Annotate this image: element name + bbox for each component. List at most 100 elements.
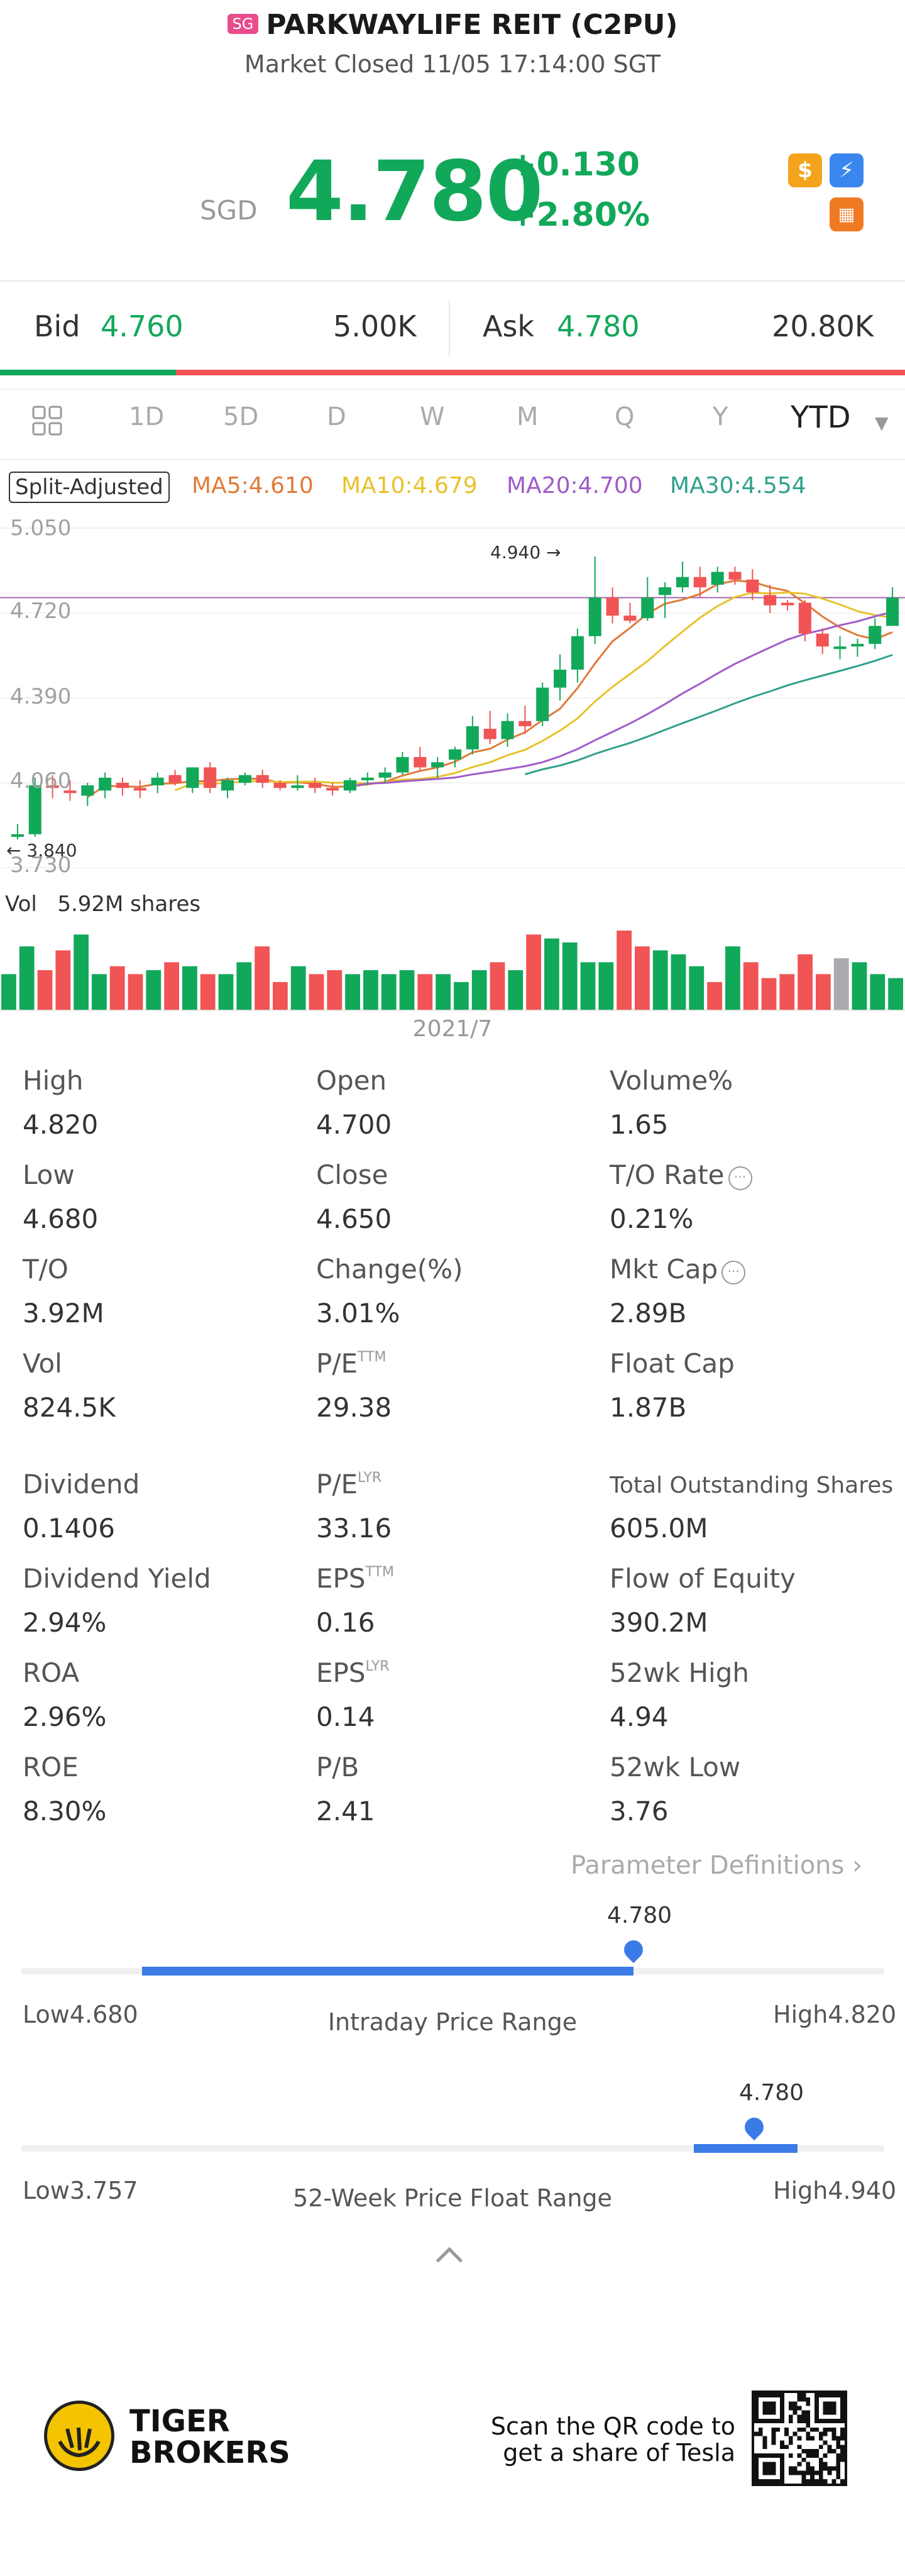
ma30-line (524, 654, 893, 775)
grid-icon[interactable] (31, 405, 63, 436)
stat-label: Dividend (23, 1469, 140, 1500)
stat-label: Dividend Yield (23, 1563, 211, 1594)
y-tick: 4.390 (10, 684, 72, 709)
y-tick: 4.720 (10, 599, 72, 624)
volume-bar (580, 962, 596, 1010)
parameter-definitions-link[interactable]: Parameter Definitions › (571, 1851, 863, 1880)
stat-value: 605.0M (610, 1513, 708, 1544)
volume-bar (833, 958, 849, 1010)
stat-value: 2.94% (23, 1607, 107, 1638)
volume-bar (363, 970, 378, 1010)
split-adjusted-toggle[interactable]: Split-Adjusted (9, 472, 170, 503)
stat-label: P/ELYR (316, 1469, 382, 1500)
volume-bar (92, 974, 107, 1010)
tab-ytd[interactable]: YTD (791, 400, 851, 435)
candle (361, 777, 374, 780)
candle (256, 775, 269, 783)
candle (396, 757, 409, 773)
stat-value: 4.680 (23, 1203, 99, 1234)
stat-label: EPSTTM (316, 1563, 395, 1594)
volume-bar (37, 970, 53, 1010)
tab-month[interactable]: M (517, 402, 539, 431)
candle (676, 577, 689, 588)
candle (46, 785, 59, 788)
last-price: 4.780 (286, 143, 544, 240)
bid-price: 4.760 (101, 309, 184, 343)
volume-bar (544, 938, 559, 1010)
bidask-separator (449, 301, 450, 356)
calculator-icon[interactable]: ▦ (830, 197, 864, 231)
candle (816, 633, 829, 647)
week52-title: 52-Week Price Float Range (293, 2184, 612, 2212)
qr-code[interactable] (752, 2391, 847, 2486)
tab-5d[interactable]: 5D (223, 402, 259, 431)
intraday-range-fill (142, 1967, 634, 1976)
divider (0, 389, 905, 390)
stat-value: 0.1406 (23, 1513, 115, 1544)
stat-label: High (23, 1065, 84, 1096)
stat-label: T/O (23, 1254, 69, 1285)
volume-bar (381, 974, 397, 1010)
volume-bar (454, 981, 469, 1010)
candle (711, 572, 724, 585)
stat-label: EPSLYR (316, 1657, 390, 1688)
tab-quarter[interactable]: Q (615, 402, 635, 431)
stat-value: 29.38 (316, 1392, 392, 1423)
currency-label: SGD (200, 195, 258, 226)
volume-bar (526, 934, 541, 1010)
week52-high: High4.940 (773, 2177, 897, 2204)
ma5-label: MA5:4.610 (192, 473, 314, 499)
y-tick: 4.060 (10, 768, 72, 793)
collapse-icon[interactable] (436, 2247, 463, 2274)
week52-range-fill (694, 2144, 798, 2153)
stat-label[interactable]: T/O Rate ··· (610, 1159, 752, 1190)
stat-label: Open (316, 1065, 387, 1096)
stat-value: 824.5K (23, 1392, 116, 1423)
candle (571, 636, 584, 670)
price-chart[interactable] (0, 516, 905, 1012)
dropdown-icon[interactable]: ▼ (875, 412, 889, 433)
candle (204, 767, 217, 788)
candle (606, 597, 619, 616)
stat-label: Low (23, 1159, 75, 1190)
volume-bar (273, 981, 288, 1010)
stat-label: Float Cap (610, 1348, 735, 1379)
stat-label: ROE (23, 1752, 79, 1783)
stat-label[interactable]: Mkt Cap ··· (610, 1254, 746, 1285)
tab-day[interactable]: D (327, 402, 346, 431)
stat-label: P/ETTM (316, 1348, 387, 1379)
volume-bar (816, 974, 831, 1010)
bid-label: Bid (34, 309, 80, 343)
bid-volume: 5.00K (333, 309, 417, 343)
dollar-icon[interactable]: $ (788, 153, 822, 187)
candle (518, 721, 532, 726)
volume-bar (164, 962, 179, 1010)
ma10-line (174, 591, 893, 792)
tab-year[interactable]: Y (713, 402, 728, 431)
stat-value: 8.30% (23, 1796, 107, 1827)
candle (309, 783, 322, 788)
candle (273, 783, 287, 788)
stat-value: 3.01% (316, 1298, 400, 1329)
volume-bar (55, 950, 71, 1010)
stat-value: 2.96% (23, 1701, 107, 1732)
volume-bar (128, 974, 143, 1010)
tab-1d[interactable]: 1D (129, 402, 165, 431)
lightning-icon[interactable]: ⚡ (830, 153, 864, 187)
candle (221, 780, 234, 791)
x-axis-date: 2021/7 (412, 1016, 493, 1042)
week52-current-value: 4.780 (739, 2080, 804, 2106)
volume-bar (255, 946, 270, 1010)
tab-week[interactable]: W (420, 402, 445, 431)
candle (659, 587, 672, 595)
ma20-label: MA20:4.700 (507, 473, 643, 499)
exchange-badge: SG (227, 14, 259, 34)
candle (81, 785, 94, 796)
volume-bar (635, 946, 650, 1010)
volume-bar (852, 962, 867, 1010)
candle (63, 790, 77, 793)
volume-bar (562, 942, 578, 1010)
stat-value: 4.94 (610, 1701, 669, 1732)
candle (833, 646, 847, 650)
volume-bar (490, 962, 505, 1010)
